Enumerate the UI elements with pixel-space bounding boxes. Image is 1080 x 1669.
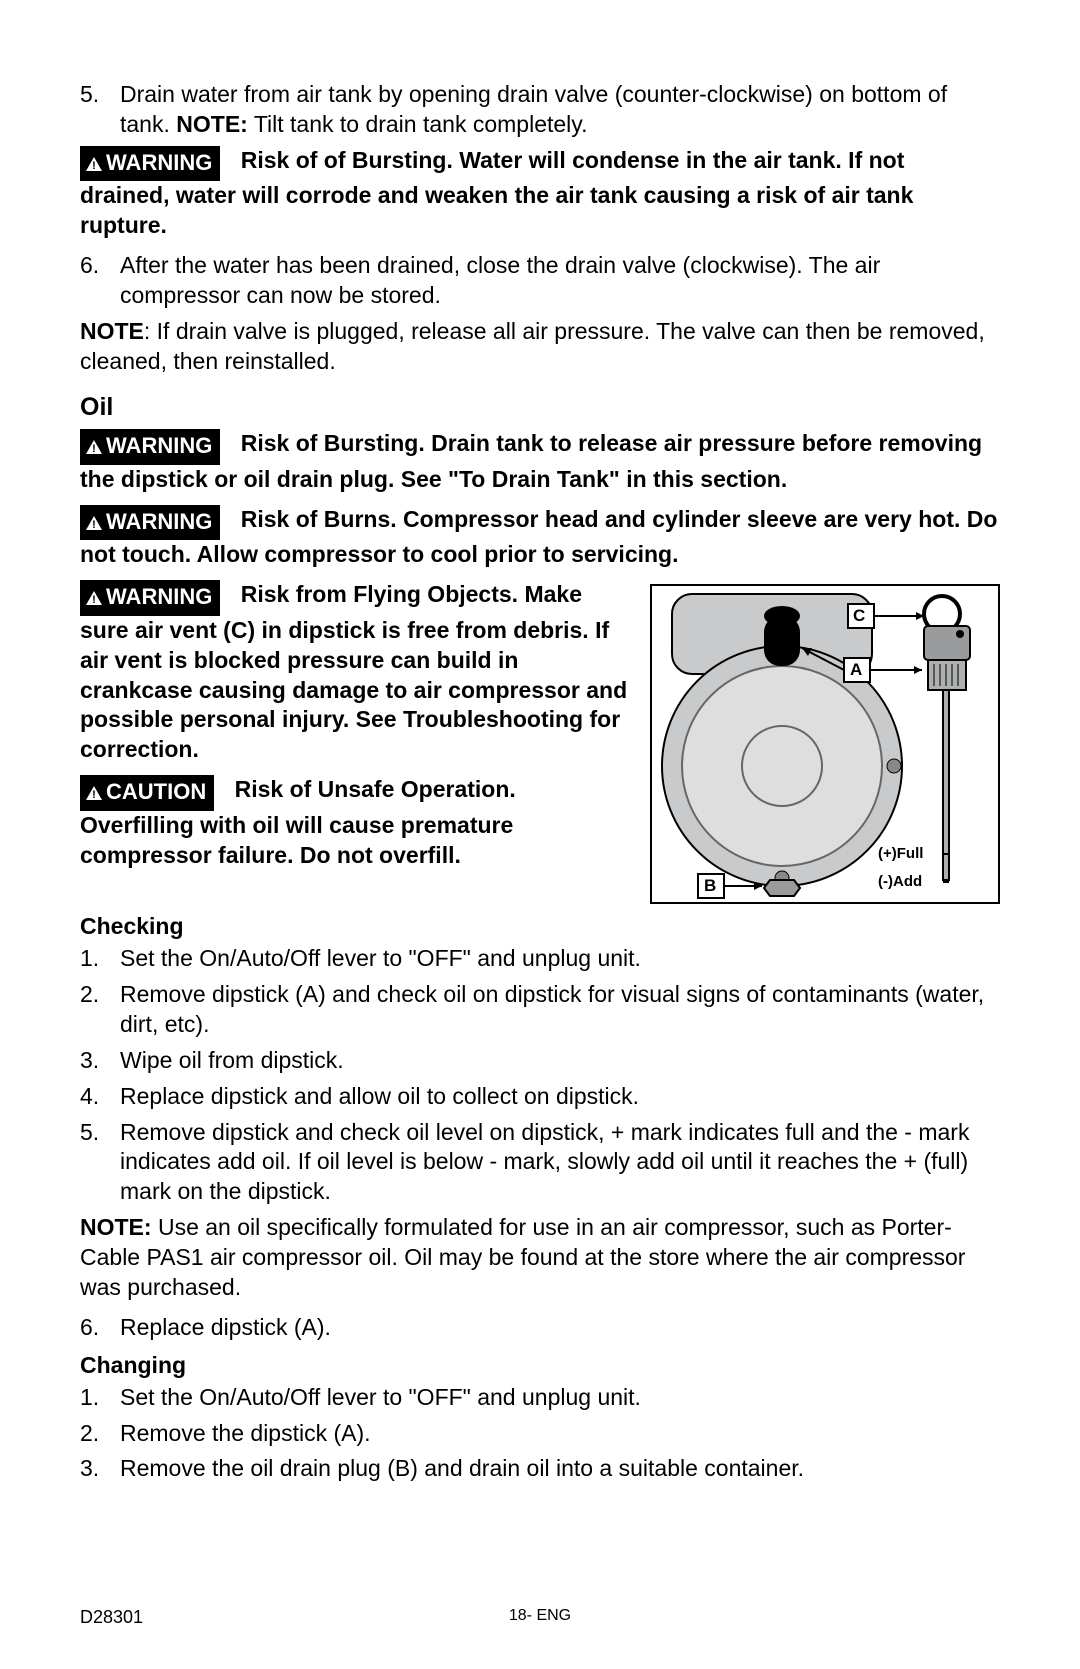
list-num: 3. [80,1046,120,1076]
step-6-text: After the water has been drained, close … [120,251,1000,311]
svg-text:!: ! [92,594,96,605]
note-oil-text: Use an oil specifically formulated for u… [80,1214,965,1300]
checking-step-4: 4. Replace dipstick and allow oil to col… [80,1082,1000,1112]
caution-overfill: ! CAUTION Risk of Unsafe Operation. Over… [80,775,630,870]
warning-triangle-icon: ! [86,433,102,462]
list-text: Remove the dipstick (A). [120,1419,1000,1449]
step-6: 6. After the water has been drained, clo… [80,251,1000,311]
step-5-text-b: Tilt tank to drain tank completely. [254,111,588,137]
checking-step-3: 3. Wipe oil from dipstick. [80,1046,1000,1076]
note-oil-type: NOTE: Use an oil specifically formulated… [80,1213,1000,1303]
svg-text:!: ! [92,160,96,171]
changing-step-3: 3. Remove the oil drain plug (B) and dra… [80,1454,1000,1484]
note-drain-label: NOTE [80,318,144,344]
warning-triangle-icon: ! [86,150,102,179]
footer-doc-id: D28301 [80,1606,143,1629]
oil-heading: Oil [80,391,1000,424]
figure-label-full: (+)Full [878,844,923,864]
warning-badge-label: WARNING [106,584,212,609]
changing-heading: Changing [80,1351,1000,1381]
figure-label-a: A [850,659,862,681]
changing-step-1: 1. Set the On/Auto/Off lever to "OFF" an… [80,1383,1000,1413]
warning-triangle-icon: ! [86,509,102,538]
warning-bursting-drain: ! WARNING Risk of of Bursting. Water wil… [80,146,1000,241]
figure-label-add: (-)Add [878,872,922,892]
step-5-num: 5. [80,80,120,140]
list-num: 2. [80,980,120,1040]
warning-bursting-oil: ! WARNING Risk of Bursting. Drain tank t… [80,429,1000,494]
figure-label-b: B [704,875,716,897]
list-text: Remove dipstick and check oil level on d… [120,1118,1000,1208]
list-text: Remove dipstick (A) and check oil on dip… [120,980,1000,1040]
caution-badge-label: CAUTION [106,779,206,804]
warning-badge-label: WARNING [106,150,212,175]
step-6-num: 6. [80,251,120,311]
warning-badge: ! WARNING [80,146,220,182]
list-text: Replace dipstick and allow oil to collec… [120,1082,1000,1112]
list-text: Set the On/Auto/Off lever to "OFF" and u… [120,944,1000,974]
changing-step-2: 2. Remove the dipstick (A). [80,1419,1000,1449]
warning-badge-label: WARNING [106,433,212,458]
checking-step-5: 5. Remove dipstick and check oil level o… [80,1118,1000,1208]
note-drain-text: : If drain valve is plugged, release all… [80,318,985,374]
list-num: 4. [80,1082,120,1112]
svg-text:!: ! [92,789,96,800]
list-text: Replace dipstick (A). [120,1313,1000,1343]
footer-page-number: 18- ENG [509,1606,571,1627]
note-drain-valve: NOTE: If drain valve is plugged, release… [80,317,1000,377]
warning-badge: ! WARNING [80,505,220,541]
list-num: 1. [80,944,120,974]
warning-triangle-icon: ! [86,584,102,613]
step-5-body: Drain water from air tank by opening dra… [120,80,1000,140]
list-num: 1. [80,1383,120,1413]
figure-label-c: C [853,605,865,627]
list-text: Remove the oil drain plug (B) and drain … [120,1454,1000,1484]
step-5: 5. Drain water from air tank by opening … [80,80,1000,140]
list-num: 2. [80,1419,120,1449]
note-oil-label: NOTE: [80,1214,152,1240]
list-num: 6. [80,1313,120,1343]
checking-step-6: 6. Replace dipstick (A). [80,1313,1000,1343]
warning-badge: ! WARNING [80,580,220,616]
checking-step-2: 2. Remove dipstick (A) and check oil on … [80,980,1000,1040]
svg-text:!: ! [92,519,96,530]
warning-triangle-icon: ! [86,779,102,808]
svg-text:!: ! [92,443,96,454]
warning-flying-objects: ! WARNING Risk from Flying Objects. Make… [80,580,630,765]
step-5-note-label: NOTE: [176,111,248,137]
list-num: 5. [80,1118,120,1208]
dipstick-diagram: C A B (+)Full (-)Add [650,584,1000,904]
list-num: 3. [80,1454,120,1484]
list-text: Set the On/Auto/Off lever to "OFF" and u… [120,1383,1000,1413]
checking-step-1: 1. Set the On/Auto/Off lever to "OFF" an… [80,944,1000,974]
checking-heading: Checking [80,912,1000,942]
warning-burns: ! WARNING Risk of Burns. Compressor head… [80,505,1000,570]
page-footer: D28301 18- ENG [80,1606,1000,1629]
list-text: Wipe oil from dipstick. [120,1046,1000,1076]
caution-badge: ! CAUTION [80,775,214,811]
warning-badge: ! WARNING [80,429,220,465]
warning-badge-label: WARNING [106,509,212,534]
